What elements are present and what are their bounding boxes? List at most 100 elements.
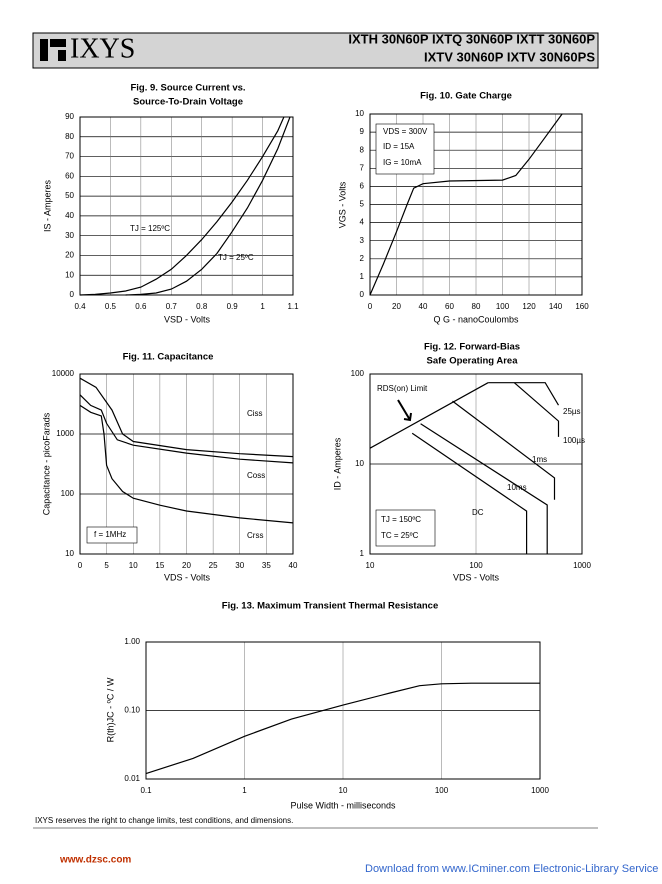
x-tick-label: 20 [182,561,191,570]
y-tick-label: 70 [65,152,74,161]
plot-frame [145,641,541,780]
plot-frame [79,116,294,296]
chart-title: Fig. 9. Source Current vs. [130,83,245,94]
x-tick-label: 0.7 [166,302,178,311]
download-link[interactable]: Download from www.ICminer.com Electronic… [365,863,658,875]
y-tick-label: 1000 [56,429,74,438]
y-axis-label: R(th)JC - ºC / W [105,677,115,742]
x-tick-label: 15 [155,561,164,570]
x-tick-label: 100 [496,302,510,311]
x-axis-label: Q G - nanoCoulombs [433,314,519,324]
y-tick-label: 10 [355,459,364,468]
y-tick-label: 100 [61,489,75,498]
y-tick-label: 3 [360,236,365,245]
x-tick-label: 0.6 [135,302,147,311]
series-label: 10ms [507,483,527,492]
series-line [125,116,291,296]
x-tick-label: 80 [472,302,481,311]
y-tick-label: 20 [65,251,74,260]
x-tick-label: 0 [78,561,83,570]
y-tick-label: 10 [355,109,364,118]
x-tick-label: 40 [289,561,298,570]
x-tick-label: 140 [549,302,563,311]
y-tick-label: 8 [360,145,365,154]
x-axis-label: VSD - Volts [164,314,211,324]
x-tick-label: 0 [368,302,373,311]
y-tick-label: 0.01 [124,774,140,783]
series-line [452,400,556,500]
x-tick-label: 1000 [573,561,591,570]
chart-title: Fig. 12. Forward-Bias [424,342,520,353]
x-tick-label: 120 [522,302,536,311]
y-tick-label: 90 [65,112,74,121]
x-tick-label: 60 [445,302,454,311]
series-line [79,377,294,458]
x-axis-label: Pulse Width - milliseconds [290,800,396,810]
chart-title: Fig. 13. Maximum Transient Thermal Resis… [222,601,438,612]
part-numbers: IXTV 30N60P IXTV 30N60PS [424,49,595,64]
x-tick-label: 1 [242,786,247,795]
x-tick-label: 100 [469,561,483,570]
header-band [32,32,599,69]
x-tick-label: 10 [339,786,348,795]
annotation: TJ = 150ºC [381,515,421,524]
y-tick-label: 4 [360,218,365,227]
plot-frame [369,113,583,296]
y-axis-label: ID - Amperes [332,437,342,490]
y-tick-label: 2 [360,254,365,263]
series-label: 25µs [563,407,581,416]
annotation-box [375,123,435,175]
y-axis-label: IS - Amperes [42,179,52,232]
annotation-box [375,509,436,547]
y-tick-label: 0 [360,290,365,299]
annotation: TC = 25ºC [381,531,419,540]
series-line [79,394,294,464]
x-tick-label: 0.1 [140,786,152,795]
x-axis-label: VDS - Volts [164,572,211,582]
chart-title: Fig. 10. Gate Charge [420,91,512,102]
x-tick-label: 40 [419,302,428,311]
y-axis-label: VGS - Volts [337,181,347,228]
part-numbers: IXTH 30N60P IXTQ 30N60P IXTT 30N60P [348,31,595,46]
y-tick-label: 7 [360,163,365,172]
series-label: 100µs [563,436,585,445]
x-tick-label: 1 [260,302,265,311]
series-line [79,116,285,296]
y-tick-label: 6 [360,182,365,191]
x-tick-label: 0.9 [227,302,239,311]
y-tick-label: 100 [351,369,365,378]
y-tick-label: 10000 [52,369,75,378]
chart-title: Fig. 11. Capacitance [123,352,214,363]
y-tick-label: 1 [360,549,365,558]
y-tick-label: 10 [65,549,74,558]
y-tick-label: 1 [360,272,365,281]
series-label: DC [472,508,484,517]
series-line [420,423,548,554]
arrow [397,399,412,422]
y-tick-label: 0.10 [124,706,140,715]
series-line [79,404,294,524]
plot-frame [369,373,583,555]
logo-mark [40,39,48,61]
y-tick-label: 10 [65,270,74,279]
y-tick-label: 0 [70,290,75,299]
series-line [488,382,560,406]
x-tick-label: 100 [435,786,449,795]
plot-frame [79,373,294,555]
x-tick-label: 1000 [531,786,549,795]
x-tick-label: 20 [392,302,401,311]
x-tick-label: 0.4 [74,302,86,311]
annotation: ID = 15A [383,142,415,151]
series-label: Ciss [247,409,263,418]
annotation: TJ = 25ºC [218,253,254,262]
series-line [369,113,563,296]
series-line [369,382,489,449]
y-tick-label: 80 [65,132,74,141]
series-label: RDS(on) Limit [377,384,428,393]
series-line [145,682,540,775]
annotation-box [86,526,138,544]
y-tick-label: 50 [65,191,74,200]
logo-mark [50,39,66,47]
x-tick-label: 25 [209,561,218,570]
